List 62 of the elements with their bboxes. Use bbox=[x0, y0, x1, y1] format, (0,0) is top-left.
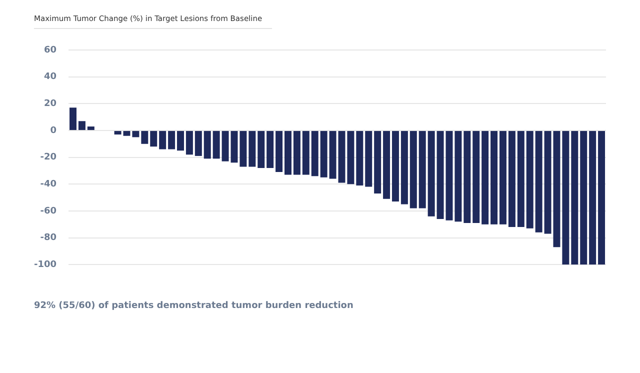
bar bbox=[293, 130, 300, 175]
bar bbox=[562, 130, 570, 265]
bar bbox=[356, 130, 364, 186]
bar bbox=[454, 130, 462, 222]
bar bbox=[70, 108, 76, 130]
bar bbox=[186, 130, 193, 155]
bar bbox=[258, 130, 265, 168]
bar bbox=[410, 130, 417, 208]
bar bbox=[365, 130, 372, 187]
bar bbox=[571, 130, 578, 265]
y-tick-label: 40 bbox=[44, 72, 57, 82]
bar bbox=[428, 130, 435, 216]
bar bbox=[248, 130, 256, 167]
bar bbox=[240, 130, 247, 167]
bar bbox=[589, 130, 596, 265]
y-tick-label: -100 bbox=[34, 260, 57, 270]
bar bbox=[482, 130, 489, 224]
bar bbox=[276, 130, 283, 172]
bar bbox=[311, 130, 318, 176]
bar bbox=[266, 130, 274, 168]
y-tick-label: -40 bbox=[40, 179, 57, 190]
bar bbox=[123, 130, 130, 136]
bar bbox=[347, 130, 354, 184]
bar bbox=[177, 130, 184, 151]
bar bbox=[230, 130, 238, 163]
bar bbox=[194, 130, 202, 156]
bar bbox=[302, 130, 310, 175]
bar bbox=[204, 130, 211, 159]
bar bbox=[87, 126, 94, 130]
bar bbox=[320, 130, 328, 178]
bar bbox=[508, 130, 516, 228]
bar bbox=[464, 130, 471, 224]
bar bbox=[374, 130, 382, 194]
y-tick-label: -60 bbox=[40, 206, 57, 216]
y-tick-label: -80 bbox=[40, 233, 57, 244]
bar bbox=[526, 130, 534, 228]
y-tick-label: 20 bbox=[44, 98, 57, 109]
bar bbox=[141, 130, 148, 144]
bar bbox=[168, 130, 176, 150]
bar bbox=[132, 130, 140, 138]
y-tick-label: 0 bbox=[50, 126, 57, 136]
bar bbox=[598, 130, 606, 265]
bar bbox=[212, 130, 220, 159]
bar bbox=[499, 130, 506, 224]
bar bbox=[78, 121, 86, 130]
bar bbox=[517, 130, 524, 228]
bar bbox=[284, 130, 292, 175]
bar bbox=[535, 130, 542, 232]
bar bbox=[400, 130, 408, 204]
bar bbox=[418, 130, 426, 208]
bar bbox=[392, 130, 399, 202]
y-tick-label: -20 bbox=[40, 152, 57, 163]
bar bbox=[114, 130, 122, 134]
bar bbox=[159, 130, 166, 150]
bar bbox=[222, 130, 229, 162]
bar bbox=[490, 130, 498, 224]
text: 92% (55/60) of patients demonstrated tumor burden reduction bbox=[34, 301, 354, 311]
bar bbox=[580, 130, 588, 265]
y-tick-label: 60 bbox=[44, 45, 57, 56]
bar bbox=[383, 130, 390, 199]
bar bbox=[150, 130, 158, 147]
bar bbox=[472, 130, 480, 224]
